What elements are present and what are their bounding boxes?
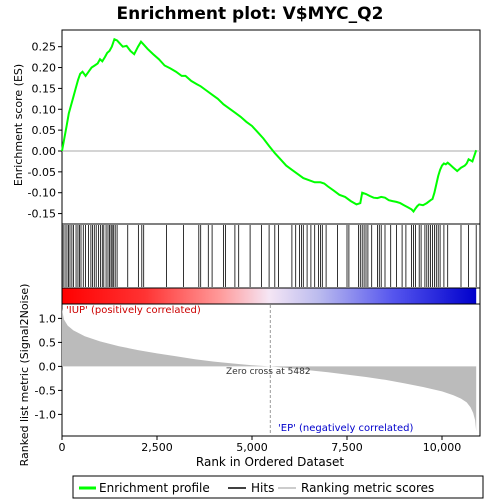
rank-x-tick-label: 10,000 (423, 441, 462, 454)
rank-x-tick-label: 0 (59, 441, 66, 454)
es-y-tick-label: -0.05 (28, 166, 56, 179)
es-y-tick-label: 0.25 (32, 41, 57, 54)
rank-x-axis: 0 2,500 5,000 7,500 10,000 (59, 436, 462, 454)
legend-box (72, 475, 484, 499)
hits-panel-frame (61, 223, 481, 289)
legend-profile-label: Enrichment profile (99, 481, 210, 495)
negative-correlation-label: 'EP' (negatively correlated) (278, 423, 413, 434)
positive-correlation-label: 'IUP' (positively correlated) (66, 305, 201, 316)
es-y-tick-label: 0.15 (32, 82, 57, 95)
rank-x-tick-label: 2,500 (141, 441, 173, 454)
es-y-tick-label: -0.10 (28, 187, 56, 200)
rank-x-tick-label: 5,000 (236, 441, 268, 454)
rank-x-tick-label: 7,500 (331, 441, 363, 454)
es-y-tick-label: 0.00 (32, 145, 57, 158)
hit-markers (62, 225, 477, 287)
es-y-axis: -0.15 -0.10 -0.05 0.00 0.05 0.10 0.15 0.20 0.25 (28, 41, 62, 221)
legend-hits-label: Hits (251, 481, 274, 495)
es-y-tick-label: 0.10 (32, 103, 57, 116)
enrichment-profile-line (61, 37, 478, 214)
rank-y-tick-label: 0.5 (39, 336, 57, 349)
es-y-tick-label: -0.15 (28, 208, 56, 221)
legend-metric-label: Ranking metric scores (301, 481, 434, 495)
rank-x-label: Rank in Ordered Dataset (196, 455, 344, 469)
chart-title: Enrichment plot: V$MYC_Q2 (117, 4, 384, 24)
zero-cross-label: Zero cross at 5482 (226, 367, 311, 377)
rank-y-tick-label: 1.0 (39, 312, 57, 325)
rank-y-axis: -1.0 -0.5 0.0 0.5 1.0 (35, 312, 62, 421)
es-y-label: Enrichment score (ES) (12, 64, 25, 186)
rank-y-label: Ranked list metric (Signal2Noise) (18, 284, 31, 467)
ranking-color-band (62, 288, 477, 304)
es-y-tick-label: 0.20 (32, 62, 57, 75)
ranking-metric-area (62, 308, 477, 432)
es-y-tick-label: 0.05 (32, 124, 57, 137)
es-panel-frame (61, 29, 481, 225)
rank-y-tick-label: 0.0 (39, 360, 57, 373)
rank-y-tick-label: -1.0 (35, 408, 56, 421)
rank-y-tick-label: -0.5 (35, 384, 56, 397)
